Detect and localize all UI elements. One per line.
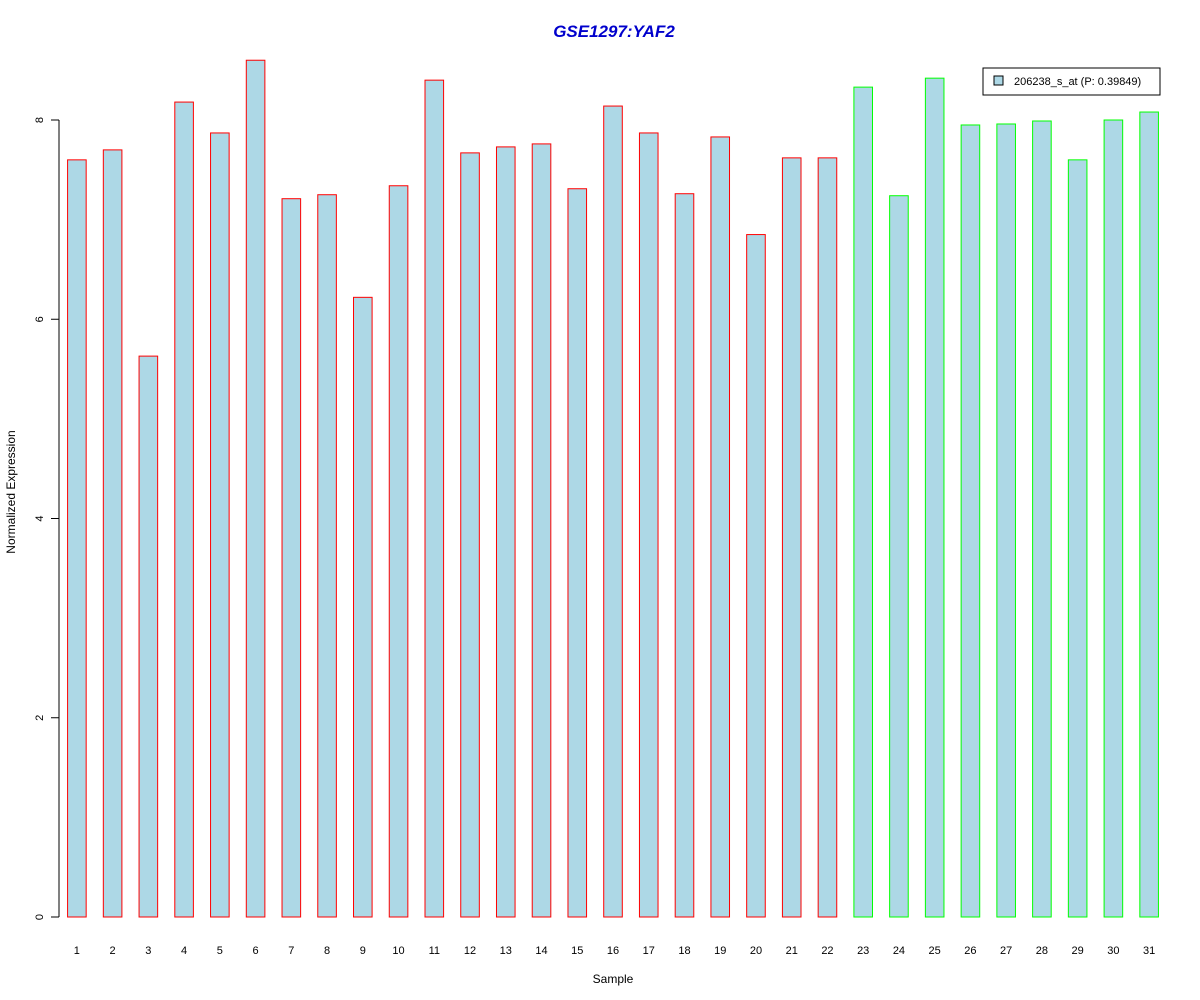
bar-sample-15 (567, 188, 588, 918)
x-tick-label: 24 (893, 945, 905, 957)
x-tick-label: 30 (1107, 945, 1119, 957)
x-tick-label: 27 (1000, 945, 1012, 957)
x-tick-label: 17 (643, 945, 655, 957)
bar-sample-3 (138, 355, 159, 918)
bar-sample-12 (460, 152, 480, 918)
bar-sample-5 (210, 132, 230, 918)
x-tick-label: 11 (429, 945, 440, 957)
legend: 206238_s_at (P: 0.39849) (982, 67, 1161, 96)
x-tick-label: 31 (1143, 945, 1155, 957)
x-tick-label: 28 (1036, 945, 1048, 957)
x-tick-label: 16 (607, 945, 619, 957)
x-tick-label: 3 (145, 945, 151, 957)
x-tick-label: 20 (750, 945, 762, 957)
x-tick-label: 8 (324, 945, 330, 957)
bar-sample-27 (996, 123, 1016, 918)
bar-sample-24 (889, 195, 909, 918)
x-tick-label: 19 (714, 945, 726, 957)
bar-sample-20 (746, 234, 766, 918)
x-tick-label: 1 (74, 945, 80, 957)
x-tick-label: 21 (786, 945, 798, 957)
bar-sample-13 (495, 146, 516, 918)
bar-sample-19 (710, 136, 731, 918)
bar-sample-8 (317, 194, 337, 918)
bar-sample-17 (638, 132, 659, 918)
x-tick-label: 5 (217, 945, 223, 957)
x-tick-label: 29 (1072, 945, 1084, 957)
x-tick-label: 23 (857, 945, 869, 957)
bar-sample-31 (1139, 111, 1159, 918)
bar-sample-25 (924, 77, 945, 918)
x-tick-label: 12 (464, 945, 476, 957)
bar-sample-29 (1067, 159, 1088, 918)
bar-sample-10 (388, 185, 409, 918)
legend-box (982, 67, 1161, 96)
bar-sample-30 (1103, 119, 1124, 918)
x-tick-label: 26 (964, 945, 976, 957)
x-tick-label: 4 (181, 945, 187, 957)
bars (67, 59, 1159, 918)
x-tick-label: 18 (678, 945, 690, 957)
bar-sample-1 (67, 159, 87, 918)
y-tick-label: 2 (34, 715, 46, 721)
bar-sample-4 (174, 101, 194, 918)
x-tick-label: 2 (110, 945, 116, 957)
x-tick-label: 9 (360, 945, 366, 957)
y-tick-label: 8 (34, 117, 46, 123)
bar-sample-16 (603, 105, 623, 918)
legend-swatch (993, 75, 1004, 86)
x-tick-label: 6 (253, 945, 259, 957)
bar-sample-23 (853, 86, 873, 918)
chart-title: GSE1297:YAF2 (553, 22, 675, 41)
bar-sample-21 (781, 157, 802, 918)
x-tick-label: 25 (929, 945, 941, 957)
bar-sample-11 (424, 79, 445, 918)
x-tick-label: 14 (535, 945, 547, 957)
x-axis-title: Sample (593, 972, 634, 986)
bar-sample-18 (674, 193, 695, 918)
x-tick-label: 13 (500, 945, 512, 957)
y-axis: 0 2 4 6 8 (34, 117, 60, 920)
bar-sample-9 (353, 296, 373, 918)
bar-sample-2 (102, 149, 123, 918)
bar-sample-28 (1032, 120, 1052, 918)
y-tick-label: 4 (34, 515, 46, 521)
bar-sample-6 (245, 59, 266, 918)
legend-label: 206238_s_at (P: 0.39849) (1014, 76, 1141, 88)
y-axis-title: Normalized Expression (4, 430, 18, 553)
bar-sample-14 (531, 143, 552, 918)
x-tick-label: 7 (288, 945, 294, 957)
y-tick-label: 0 (34, 914, 46, 920)
y-tick-label: 6 (34, 316, 46, 322)
bar-sample-7 (281, 198, 302, 918)
x-tick-label: 15 (571, 945, 583, 957)
x-tick-label: 22 (821, 945, 833, 957)
bar-sample-26 (960, 124, 981, 918)
bar-sample-22 (817, 157, 838, 918)
x-axis-labels: 1 2 3 4 5 6 7 8 9 10 11 12 13 14 15 16 17 18 19 20 21 22 23 24 2… (74, 945, 1155, 957)
x-tick-label: 10 (392, 945, 404, 957)
